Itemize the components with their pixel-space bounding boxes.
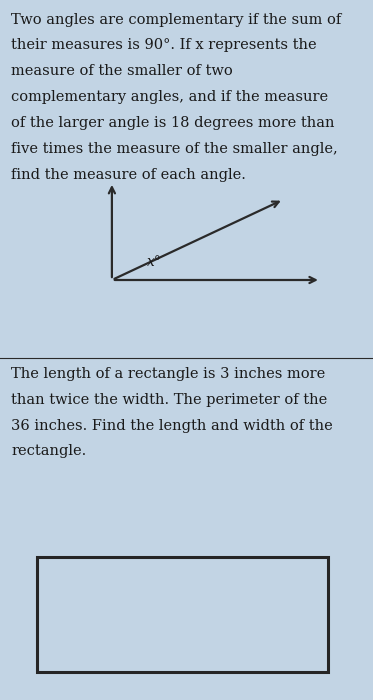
Text: than twice the width. The perimeter of the: than twice the width. The perimeter of t… [11,393,327,407]
Text: Two angles are complementary if the sum of: Two angles are complementary if the sum … [11,13,341,27]
Text: The length of a rectangle is 3 inches more: The length of a rectangle is 3 inches mo… [11,367,325,381]
Bar [37,556,328,672]
Text: measure of the smaller of two: measure of the smaller of two [11,64,233,78]
Text: rectangle.: rectangle. [11,444,87,458]
Text: of the larger angle is 18 degrees more than: of the larger angle is 18 degrees more t… [11,116,335,130]
Text: their measures is 90°. If x represents the: their measures is 90°. If x represents t… [11,38,317,52]
Text: x°: x° [147,256,162,270]
Text: find the measure of each angle.: find the measure of each angle. [11,168,246,182]
Text: five times the measure of the smaller angle,: five times the measure of the smaller an… [11,142,338,156]
Text: complementary angles, and if the measure: complementary angles, and if the measure [11,90,328,104]
Text: 36 inches. Find the length and width of the: 36 inches. Find the length and width of … [11,419,333,433]
